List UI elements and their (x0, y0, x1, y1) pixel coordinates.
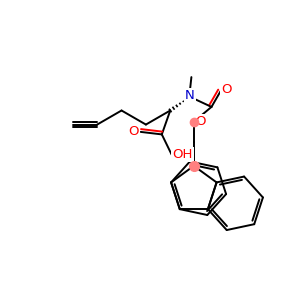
Text: OH: OH (172, 148, 193, 161)
Text: O: O (196, 115, 206, 128)
Text: O: O (129, 125, 139, 138)
Text: N: N (185, 89, 195, 102)
Text: O: O (221, 83, 232, 96)
